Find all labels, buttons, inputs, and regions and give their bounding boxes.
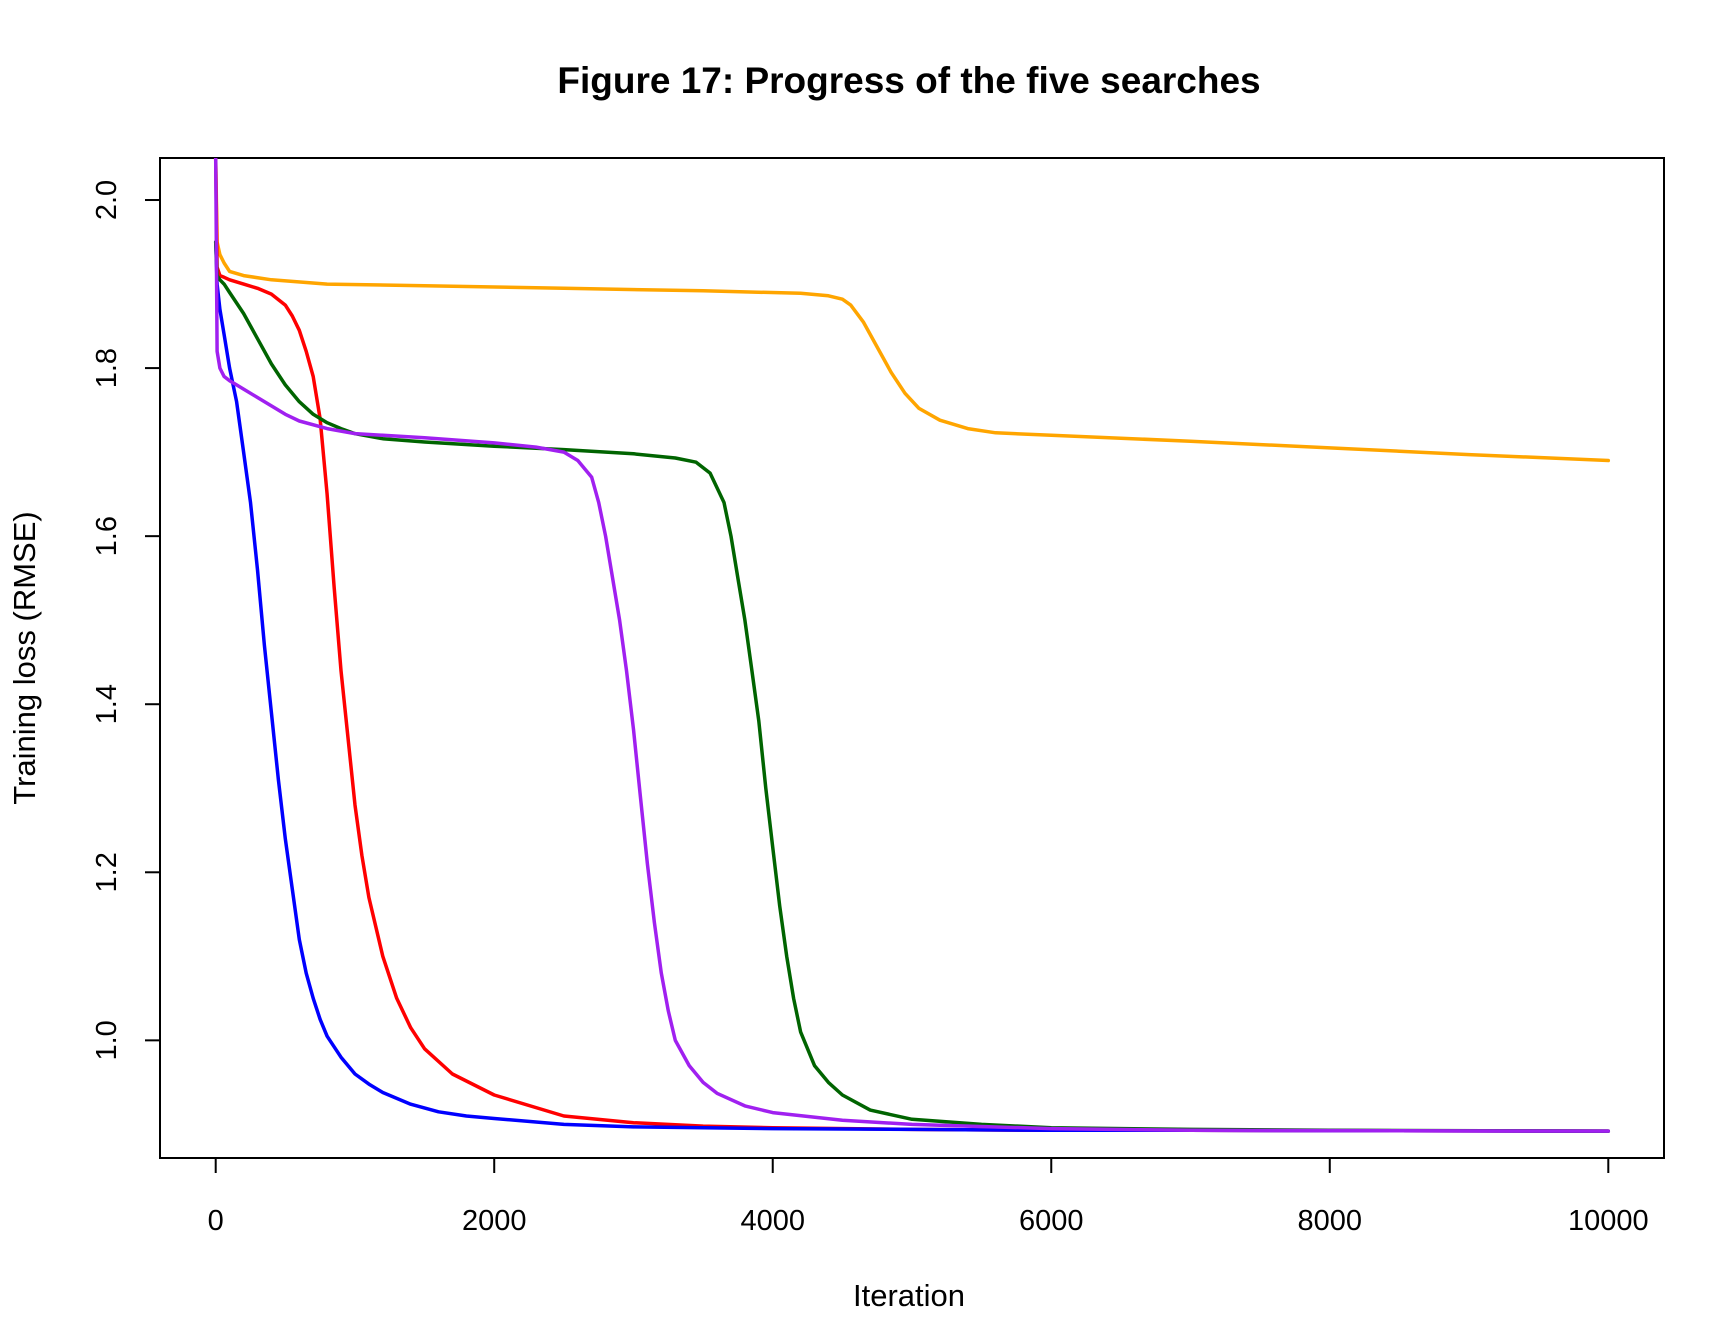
y-axis: 1.0 1.2 1.4 1.6 1.8 2.0 (91, 180, 161, 1061)
chart-title: Figure 17: Progress of the five searches (557, 60, 1260, 101)
series-line-3 (213, 240, 1611, 1133)
x-tick-label: 10000 (1568, 1205, 1649, 1237)
x-tick-label: 8000 (1298, 1205, 1363, 1237)
y-tick-label: 1.2 (91, 852, 123, 892)
x-tick-label: 6000 (1019, 1205, 1084, 1237)
y-tick-label: 2.0 (91, 180, 123, 220)
series-line-1 (213, 158, 1611, 463)
series-line-5 (213, 158, 1611, 1133)
x-axis-label: Iteration (853, 1278, 965, 1313)
y-tick-label: 1.4 (91, 684, 123, 724)
x-tick-label: 2000 (462, 1205, 527, 1237)
series-line-2 (213, 158, 1611, 1133)
series-layer (213, 158, 1611, 1133)
y-tick-label: 1.8 (91, 348, 123, 388)
x-axis: 0 2000 4000 6000 8000 10000 (208, 1157, 1649, 1237)
x-tick-label: 4000 (740, 1205, 805, 1237)
x-tick-label: 0 (208, 1205, 224, 1237)
y-tick-label: 1.6 (91, 516, 123, 556)
y-tick-label: 1.0 (91, 1020, 123, 1060)
series-line-4 (213, 240, 1611, 1133)
y-axis-label: Training loss (RMSE) (7, 511, 42, 804)
